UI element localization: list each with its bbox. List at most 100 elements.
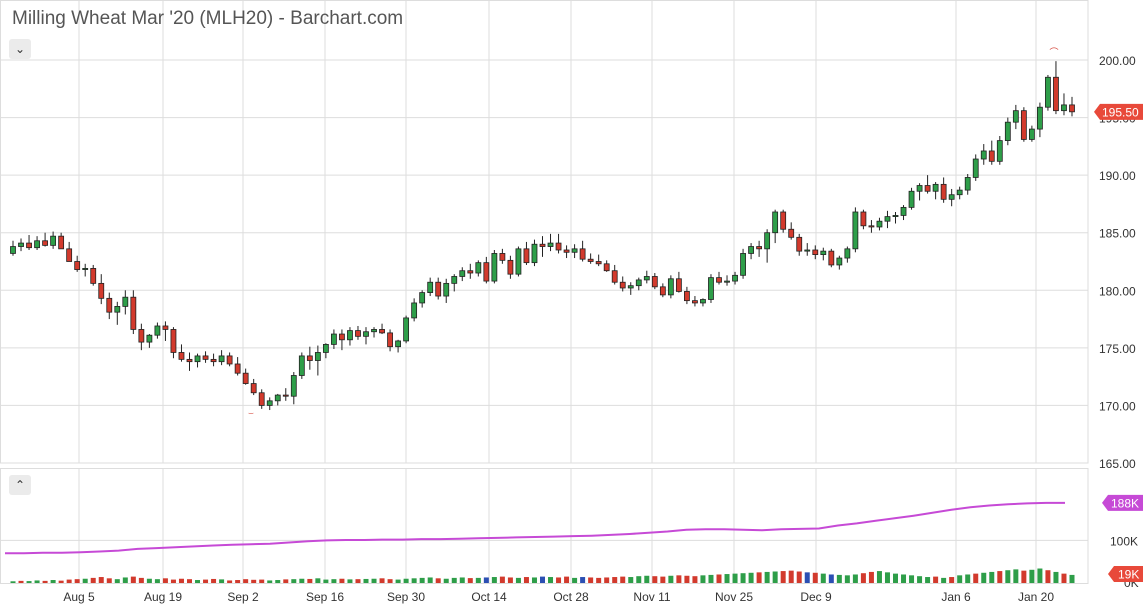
candle-body (796, 236, 803, 252)
candle-body (764, 232, 771, 250)
candle-body (379, 329, 385, 334)
candle-body (507, 259, 514, 275)
candle-body (868, 225, 875, 228)
candle-body (18, 242, 24, 247)
volume-bar (1045, 570, 1051, 583)
volume-bar (219, 579, 225, 583)
volume-bar (748, 572, 754, 583)
collapse-price-pane-button[interactable]: ⌄ (9, 39, 31, 59)
candle-body (34, 240, 40, 249)
volume-bar (756, 572, 762, 583)
candle-body (50, 235, 57, 246)
volume-bar (580, 577, 586, 583)
candle-body (788, 228, 795, 238)
candle-body (844, 248, 851, 259)
volume-bar (195, 580, 201, 583)
volume-bar (34, 580, 40, 583)
last-price-tag (1094, 103, 1143, 120)
volume-bar (588, 577, 594, 583)
price-tick-label: 190.00 (1099, 169, 1136, 183)
volume-bar (507, 577, 513, 583)
candle-body (692, 300, 698, 304)
volume-bar (307, 578, 313, 583)
candle-body (916, 185, 923, 192)
volume-bar (780, 571, 786, 583)
volume-bar (178, 578, 184, 583)
candle-body (828, 250, 835, 266)
volume-bar (1029, 569, 1035, 583)
price-pane-frame (0, 0, 1089, 464)
x-tick-label: Oct 14 (471, 590, 507, 604)
volume-bar (564, 576, 570, 583)
volume-bar (523, 577, 529, 583)
volume-bar (941, 577, 947, 583)
candle-body (900, 206, 907, 216)
volume-bar (925, 577, 931, 583)
candle-body (282, 394, 289, 397)
volume-bar (130, 576, 136, 583)
chevron-up-icon: ⌃ (14, 478, 26, 492)
candle-body (106, 297, 113, 313)
volume-bar (684, 575, 690, 583)
volume-bar (1069, 574, 1075, 583)
candle-body (226, 355, 233, 365)
candle-body (1004, 121, 1011, 141)
volume-bar (106, 578, 112, 583)
x-tick-label: Nov 11 (633, 590, 670, 604)
volume-bar (50, 580, 56, 583)
volume-bar (291, 579, 297, 583)
volume-bar (98, 577, 104, 583)
candle-body (395, 340, 401, 348)
candle-body (972, 158, 979, 178)
volume-bar (548, 577, 554, 583)
candle-body (66, 248, 73, 262)
volume-bar (852, 574, 858, 583)
period-low-marker: ⌣ (248, 408, 254, 418)
candle-body (1028, 128, 1035, 140)
volume-bar (146, 578, 152, 583)
volume-bar (18, 580, 24, 583)
volume-bar (203, 579, 209, 583)
candle-body (419, 292, 426, 304)
x-tick-label: Sep 2 (227, 590, 259, 604)
price-tick-label: 170.00 (1099, 399, 1136, 413)
candle-body (98, 282, 105, 299)
candle-body (892, 215, 899, 217)
volume-bar (868, 571, 874, 583)
volume-bar (114, 579, 120, 583)
volume-bar (732, 573, 738, 583)
volume-bar (66, 579, 72, 583)
volume-bar (459, 577, 465, 583)
candle-body (924, 185, 931, 192)
volume-bar (427, 577, 433, 583)
candle-body (603, 263, 610, 272)
volume-bar (965, 574, 971, 583)
volume-bar (700, 575, 706, 583)
candle-body (274, 394, 281, 402)
volume-bar (812, 572, 818, 583)
candle-body (667, 278, 674, 296)
candle-body (555, 242, 562, 251)
candle-body (114, 306, 121, 313)
volume-bar (628, 577, 634, 583)
x-tick-label: Jan 6 (941, 590, 971, 604)
candle-body (459, 270, 466, 277)
candle-body (852, 211, 859, 250)
volume-bar (901, 574, 907, 583)
volume-bar (371, 578, 377, 583)
volume-bar (363, 578, 369, 583)
volume-bar (716, 574, 722, 583)
candle-body (812, 249, 819, 255)
candle-body (154, 325, 161, 336)
price-tick-label: 185.00 (1099, 227, 1136, 241)
volume-bar (1021, 570, 1027, 583)
candle-body (162, 325, 169, 330)
volume-bar (820, 573, 826, 583)
volume-bar (876, 571, 882, 583)
candle-body (242, 372, 249, 384)
collapse-volume-pane-button[interactable]: ⌃ (9, 475, 31, 495)
candle-body (884, 216, 891, 222)
candle-body (403, 317, 410, 342)
volume-bar (844, 575, 850, 583)
